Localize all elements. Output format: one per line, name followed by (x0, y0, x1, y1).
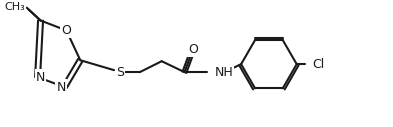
Text: CH₃: CH₃ (4, 2, 25, 12)
Text: N: N (57, 81, 66, 93)
Text: N: N (36, 71, 45, 84)
Text: Cl: Cl (312, 58, 325, 71)
Text: S: S (116, 66, 124, 79)
Text: O: O (189, 43, 198, 56)
Text: O: O (61, 24, 71, 37)
Text: NH: NH (214, 66, 233, 79)
